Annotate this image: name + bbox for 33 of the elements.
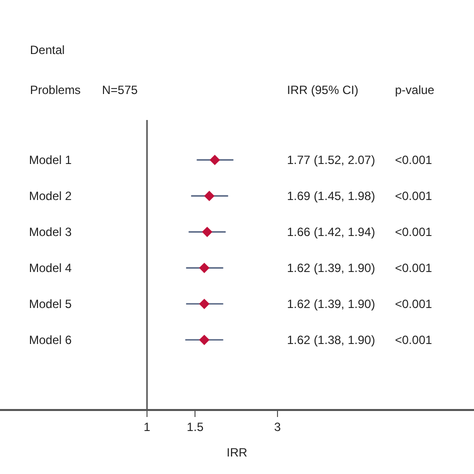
y-tick-label: Model 5 [29, 297, 72, 312]
x-tick-label: 1 [144, 420, 151, 434]
point [202, 226, 212, 238]
annotation: 1.66 (1.42, 1.94) [287, 225, 376, 239]
annotation: 1.62 (1.39, 1.90) [287, 297, 376, 311]
text: Problems [30, 83, 81, 97]
point [204, 190, 215, 202]
text: Dental [30, 43, 65, 57]
y-tick-label: Model 3 [29, 225, 72, 240]
y-tick-label: Model 2 [29, 189, 72, 204]
point [210, 154, 220, 166]
annotation: 1.69 (1.45, 1.98) [287, 189, 376, 203]
x-tick-label: 3 [274, 420, 282, 434]
annotation: 1.62 (1.39, 1.90) [287, 261, 376, 275]
point [199, 334, 210, 346]
annotation: <0.001 [395, 153, 432, 167]
annotation: 1.77 (1.52, 2.07) [287, 153, 376, 167]
annotation: <0.001 [395, 225, 432, 239]
y-tick-label: Model 1 [29, 153, 72, 168]
y-tick-label: Model 6 [29, 333, 72, 348]
text: N=575 [102, 83, 138, 97]
y-tick-label: Model 4 [29, 261, 72, 276]
annotation: 1.62 (1.38, 1.90) [287, 333, 376, 347]
annotation: <0.001 [395, 333, 432, 347]
text: IRR (95% CI) [287, 83, 358, 97]
annotation: <0.001 [395, 189, 432, 203]
point [199, 262, 210, 274]
x-axis-title: IRR [226, 446, 248, 460]
x-tick-label: 1.5 [186, 420, 204, 434]
annotation: <0.001 [395, 297, 432, 311]
text: p-value [395, 83, 435, 97]
point [199, 298, 210, 310]
annotation: <0.001 [395, 261, 432, 275]
